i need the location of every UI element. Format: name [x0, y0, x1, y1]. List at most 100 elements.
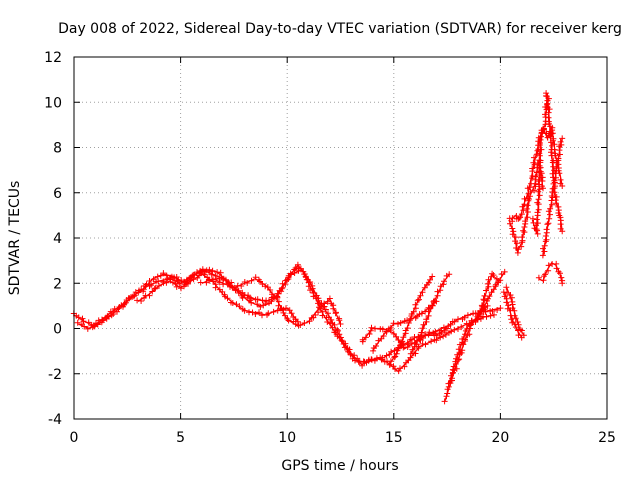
data-point-marker	[458, 324, 465, 331]
data-point-marker	[462, 331, 469, 338]
data-point-marker	[538, 129, 545, 136]
data-point-marker	[489, 270, 496, 277]
data-point-marker	[418, 329, 425, 336]
data-point-marker	[489, 308, 496, 315]
data-point-marker	[327, 320, 334, 327]
data-point-marker	[173, 283, 180, 290]
data-point-marker	[383, 352, 390, 359]
data-point-marker	[425, 279, 432, 286]
data-point-marker	[216, 279, 223, 286]
data-point-marker	[507, 292, 514, 298]
data-point-marker	[483, 287, 489, 294]
data-point-marker	[488, 289, 495, 296]
data-point-marker	[526, 193, 533, 200]
data-point-marker	[506, 215, 513, 222]
data-point-marker	[548, 130, 555, 137]
data-point-marker	[422, 331, 429, 337]
data-point-marker	[282, 312, 288, 319]
data-point-marker	[535, 178, 542, 185]
data-point-marker	[248, 299, 255, 306]
data-point-marker	[99, 316, 105, 323]
data-point-marker	[487, 312, 494, 319]
data-point-marker	[387, 324, 394, 331]
data-point-marker	[509, 225, 516, 232]
data-point-marker	[413, 337, 420, 344]
data-point-marker	[517, 214, 524, 221]
data-point-marker	[185, 280, 191, 287]
data-point-marker	[423, 316, 430, 323]
y-tick-label: 12	[44, 50, 62, 66]
data-point-marker	[231, 284, 238, 291]
data-point-marker	[521, 229, 528, 236]
data-point-marker	[514, 240, 520, 247]
data-point-marker	[559, 280, 566, 287]
y-tick-label: 4	[53, 231, 62, 247]
data-point-marker	[138, 298, 145, 304]
data-point-marker	[452, 358, 459, 365]
data-point-marker	[151, 285, 158, 292]
data-point-marker	[208, 271, 215, 278]
data-point-marker	[176, 281, 183, 287]
data-point-marker	[395, 337, 402, 343]
y-tick-label: 8	[53, 141, 62, 157]
data-point-marker	[160, 270, 167, 277]
data-point-marker	[322, 306, 329, 313]
data-point-marker	[558, 141, 565, 148]
data-point-marker	[538, 133, 544, 140]
data-point-marker	[302, 273, 309, 280]
data-point-marker	[441, 278, 447, 285]
data-point-marker	[373, 355, 380, 362]
data-point-marker	[428, 338, 435, 345]
data-point-marker	[214, 269, 221, 276]
data-point-marker	[292, 265, 299, 271]
data-point-marker	[163, 272, 170, 279]
data-point-marker	[512, 315, 519, 322]
y-tick-label: -2	[48, 367, 62, 383]
data-point-marker	[256, 309, 262, 316]
data-point-marker	[429, 273, 436, 280]
data-point-marker	[400, 334, 407, 341]
data-point-marker	[297, 265, 304, 272]
data-point-marker	[181, 283, 187, 290]
data-point-marker	[512, 321, 519, 328]
data-point-marker	[347, 351, 354, 358]
data-point-marker	[437, 334, 444, 341]
data-point-marker	[172, 280, 179, 287]
data-point-marker	[536, 186, 543, 193]
data-point-marker	[154, 273, 161, 280]
data-point-marker	[340, 341, 347, 347]
data-point-marker	[541, 248, 548, 255]
data-point-marker	[268, 298, 275, 305]
data-point-marker	[557, 270, 563, 277]
data-point-marker	[84, 325, 91, 332]
data-point-marker	[559, 228, 566, 235]
data-point-marker	[378, 356, 385, 363]
data-point-marker	[533, 216, 540, 223]
data-point-marker	[524, 209, 531, 215]
data-point-marker	[285, 317, 292, 324]
data-point-marker	[337, 321, 344, 327]
data-point-marker	[274, 294, 281, 301]
data-point-marker	[328, 316, 335, 323]
data-point-marker	[485, 283, 492, 290]
data-point-marker	[501, 268, 508, 275]
series-sat-track-18	[500, 289, 525, 341]
data-point-marker	[445, 380, 452, 387]
data-point-marker	[553, 174, 559, 181]
data-point-marker	[531, 154, 537, 161]
data-point-marker	[531, 187, 538, 194]
data-point-marker	[265, 310, 272, 317]
data-point-marker	[536, 165, 543, 171]
data-point-marker	[115, 305, 122, 312]
data-point-marker	[203, 267, 210, 274]
data-point-marker	[407, 317, 413, 324]
data-point-marker	[522, 218, 529, 225]
data-point-marker	[391, 354, 398, 361]
data-point-marker	[444, 325, 451, 332]
series-sat-track-11	[475, 270, 502, 322]
series-sat-track-16	[539, 135, 566, 259]
data-point-marker	[395, 321, 401, 327]
data-point-marker	[419, 325, 426, 332]
data-point-marker	[270, 293, 277, 300]
